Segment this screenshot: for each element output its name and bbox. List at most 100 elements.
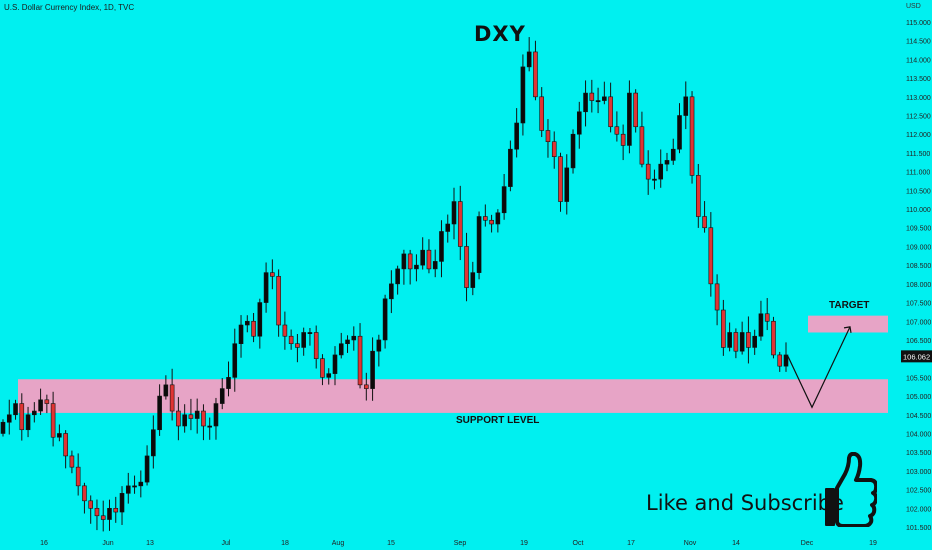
candle-up <box>57 433 62 438</box>
candle-down <box>633 92 638 128</box>
candle-down <box>63 433 68 457</box>
candle-down <box>733 332 739 352</box>
y-tick-label: 102.000 <box>906 506 931 513</box>
candle-up <box>376 339 382 352</box>
y-tick-label: 109.500 <box>906 226 931 233</box>
candle-up <box>526 51 532 68</box>
candle-up <box>213 403 219 427</box>
candle-down <box>483 216 488 221</box>
y-tick-label: 109.000 <box>906 244 931 251</box>
candle-up <box>664 160 670 165</box>
currency-label: USD <box>906 3 921 10</box>
candle-up <box>157 395 162 431</box>
candle-down <box>614 126 620 135</box>
x-tick-label: 17 <box>627 540 635 547</box>
candle-up <box>207 425 213 428</box>
x-tick-label: 13 <box>146 540 154 547</box>
candle-down <box>176 410 181 427</box>
candle-up <box>495 212 501 225</box>
candle-up <box>739 332 745 352</box>
candle-up <box>332 354 338 374</box>
support-zone <box>18 379 888 413</box>
candle-up <box>677 115 682 150</box>
current-price-label: 106.062 <box>903 352 930 361</box>
candle-down <box>88 500 93 509</box>
y-tick-label: 112.000 <box>906 132 931 139</box>
candle-down <box>19 403 25 431</box>
candle-down <box>714 283 720 311</box>
candle-down <box>288 335 294 345</box>
y-tick-label: 110.500 <box>906 188 931 195</box>
support-label: SUPPORT LEVEL <box>456 415 540 426</box>
target-label: TARGET <box>829 300 870 311</box>
candle-down <box>44 399 50 404</box>
y-tick-label: 114.000 <box>906 57 931 64</box>
x-tick-label: 19 <box>520 540 528 547</box>
candle-up <box>476 216 482 273</box>
candle-down <box>357 335 363 386</box>
candle-up <box>307 332 313 334</box>
candle-up <box>514 122 519 150</box>
y-tick-label: 101.500 <box>906 525 931 532</box>
x-tick-label: Jul <box>222 540 231 547</box>
candle-up <box>351 335 357 341</box>
candle-up <box>382 298 388 341</box>
candle-down <box>696 175 701 217</box>
candle-down <box>545 130 551 143</box>
candle-up <box>226 377 231 389</box>
candle-up <box>508 148 513 187</box>
candle-down <box>551 141 557 157</box>
y-tick-label: 107.000 <box>906 319 931 326</box>
candle-up <box>602 96 607 101</box>
candle-up <box>338 343 344 356</box>
y-tick-label: 108.000 <box>906 282 931 289</box>
candle-up <box>395 268 400 285</box>
x-tick-label: Oct <box>573 540 584 547</box>
x-tick-label: 15 <box>387 540 395 547</box>
candle-up <box>420 249 425 266</box>
candle-up <box>151 429 156 457</box>
projection-arrowhead <box>843 326 852 333</box>
candle-down <box>771 320 776 356</box>
y-tick-label: 105.000 <box>906 394 931 401</box>
x-tick-label: 18 <box>281 540 289 547</box>
projection-path <box>787 326 851 409</box>
candle-down <box>539 96 545 131</box>
candle-up <box>119 493 125 513</box>
y-tick-label: 114.500 <box>906 39 931 46</box>
like-subscribe-text: Like and Subscribe <box>646 491 844 515</box>
candle-down <box>464 246 469 288</box>
candle-down <box>407 253 413 270</box>
candle-down <box>201 410 206 427</box>
candle-up <box>683 96 689 116</box>
candle-down <box>620 133 626 146</box>
candle-down <box>282 324 288 337</box>
candle-down <box>69 455 75 468</box>
candle-down <box>489 219 494 225</box>
candle-up <box>138 481 144 487</box>
candle-down <box>689 96 695 176</box>
candle-up <box>370 350 375 389</box>
candle-down <box>589 92 595 101</box>
candle-up <box>125 485 131 494</box>
candle-up <box>470 272 476 288</box>
candle-down <box>639 126 645 165</box>
candle-down <box>188 414 194 419</box>
candle-up <box>520 66 526 124</box>
candle-down <box>295 343 300 348</box>
x-tick-label: Jun <box>102 540 113 547</box>
candle-up <box>432 261 438 270</box>
candle-up <box>401 253 407 270</box>
candle-down <box>608 96 613 128</box>
candle-down <box>702 216 707 229</box>
candle-up <box>219 388 225 404</box>
y-tick-label: 110.000 <box>906 207 931 214</box>
candle-up <box>244 320 250 326</box>
candle-up <box>576 111 582 135</box>
y-tick-label: 115.000 <box>906 20 931 27</box>
y-tick-label: 104.500 <box>906 413 931 420</box>
candle-down <box>708 227 714 285</box>
y-tick-label: 104.000 <box>906 431 931 438</box>
